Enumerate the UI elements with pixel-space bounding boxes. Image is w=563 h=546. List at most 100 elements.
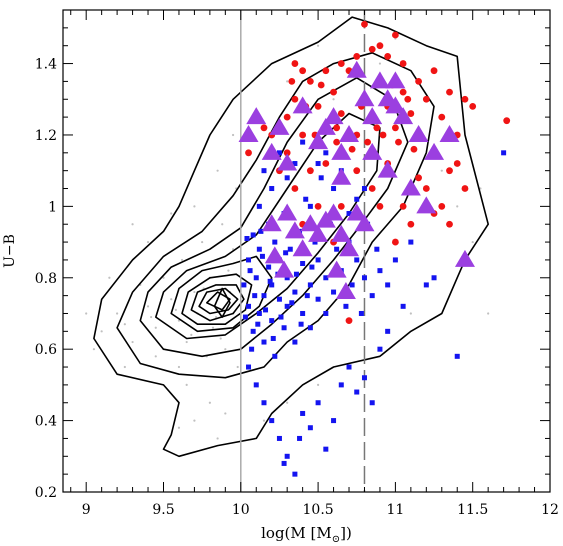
blue-square-point (392, 257, 398, 263)
blue-square-point (253, 275, 259, 281)
y-tick-label: 0.4 (35, 414, 57, 430)
blue-square-point (377, 268, 383, 274)
density-point (92, 348, 96, 351)
purple-triangle-point (354, 89, 375, 107)
red-circle-point (260, 124, 268, 132)
blue-square-point (323, 150, 329, 156)
series-triangle (238, 60, 475, 300)
blue-square-point (247, 268, 253, 274)
density-point (100, 330, 103, 333)
density-point (224, 348, 227, 351)
density-point (174, 308, 177, 312)
blue-square-point (272, 239, 278, 245)
blue-square-point (307, 325, 313, 331)
blue-square-point (369, 400, 375, 406)
density-point (262, 419, 266, 422)
blue-square-point (246, 364, 252, 370)
purple-triangle-point (308, 132, 329, 150)
red-circle-point (322, 160, 330, 167)
purple-triangle-point (308, 224, 329, 242)
purple-triangle-point (454, 249, 475, 267)
density-point (332, 98, 335, 101)
x-tick-label: 11 (386, 502, 404, 518)
red-circle-point (345, 317, 353, 325)
density-point (154, 355, 157, 358)
blue-square-point (284, 275, 290, 281)
red-circle-point (322, 67, 330, 75)
red-circle-point (446, 88, 453, 96)
blue-square-point (423, 282, 429, 288)
blue-square-point (307, 425, 313, 431)
red-circle-point (379, 131, 387, 139)
blue-square-point (269, 186, 275, 192)
red-circle-point (361, 20, 368, 28)
purple-triangle-point (346, 203, 367, 221)
density-points (85, 26, 490, 440)
density-point (216, 437, 219, 440)
red-circle-point (384, 53, 392, 60)
red-circle-point (469, 103, 477, 110)
purple-triangle-point (331, 167, 352, 185)
blue-square-point (292, 289, 298, 295)
blue-square-point (292, 471, 298, 477)
red-circle-point (391, 124, 399, 132)
density-point (177, 426, 181, 429)
red-circle-point (333, 138, 341, 146)
purple-triangle-point (261, 142, 282, 160)
purple-triangle-point (354, 214, 375, 232)
contour-level-10 (213, 287, 231, 318)
purple-triangle-point (385, 71, 406, 89)
blue-square-point (346, 364, 352, 370)
density-point (123, 323, 126, 326)
density-point (227, 269, 230, 272)
density-point (193, 205, 196, 208)
purple-triangle-point (264, 246, 285, 264)
red-circle-point (299, 131, 307, 139)
red-circle-point (391, 31, 399, 39)
blue-square-point (276, 296, 282, 302)
purple-triangle-point (335, 282, 356, 300)
density-point (201, 240, 204, 244)
density-point (221, 223, 224, 226)
purple-triangle-point (238, 124, 259, 142)
red-circle-point (422, 185, 430, 192)
blue-square-point (270, 335, 276, 341)
x-tick-label: 10 (232, 502, 250, 518)
x-tick-label: 11.5 (457, 502, 488, 518)
blue-square-point (334, 246, 340, 252)
blue-square-point (244, 236, 250, 242)
density-point (409, 312, 412, 315)
red-circle-point (299, 67, 307, 75)
density-point (146, 240, 150, 244)
blue-square-point (261, 293, 267, 299)
density-point (211, 326, 215, 329)
red-circle-point (438, 113, 446, 121)
contour-level-6 (181, 273, 253, 325)
purple-triangle-point (400, 178, 421, 196)
red-circle-point (333, 124, 341, 132)
blue-square-point (307, 203, 313, 209)
blue-square-point (281, 325, 287, 331)
density-point (180, 258, 184, 262)
purple-triangle-point (339, 124, 360, 142)
red-circle-point (422, 95, 430, 103)
red-circle-point (306, 78, 314, 85)
blue-square-point (256, 310, 262, 316)
blue-square-point (300, 260, 306, 266)
contour-level-5 (170, 255, 273, 333)
blue-square-point (501, 150, 507, 156)
blue-square-point (261, 400, 267, 406)
blue-square-point (259, 253, 265, 259)
red-circle-point (438, 202, 446, 210)
y-tick-label: 0.6 (35, 342, 57, 358)
series-square (241, 139, 507, 477)
blue-square-point (315, 400, 321, 406)
blue-square-point (297, 435, 303, 441)
data-series (238, 20, 511, 477)
x-tick-label: 12 (541, 502, 559, 518)
density-point (154, 326, 157, 329)
blue-square-point (258, 228, 264, 234)
density-point (471, 240, 474, 244)
purple-triangle-point (377, 160, 398, 178)
red-circle-point (291, 185, 299, 192)
